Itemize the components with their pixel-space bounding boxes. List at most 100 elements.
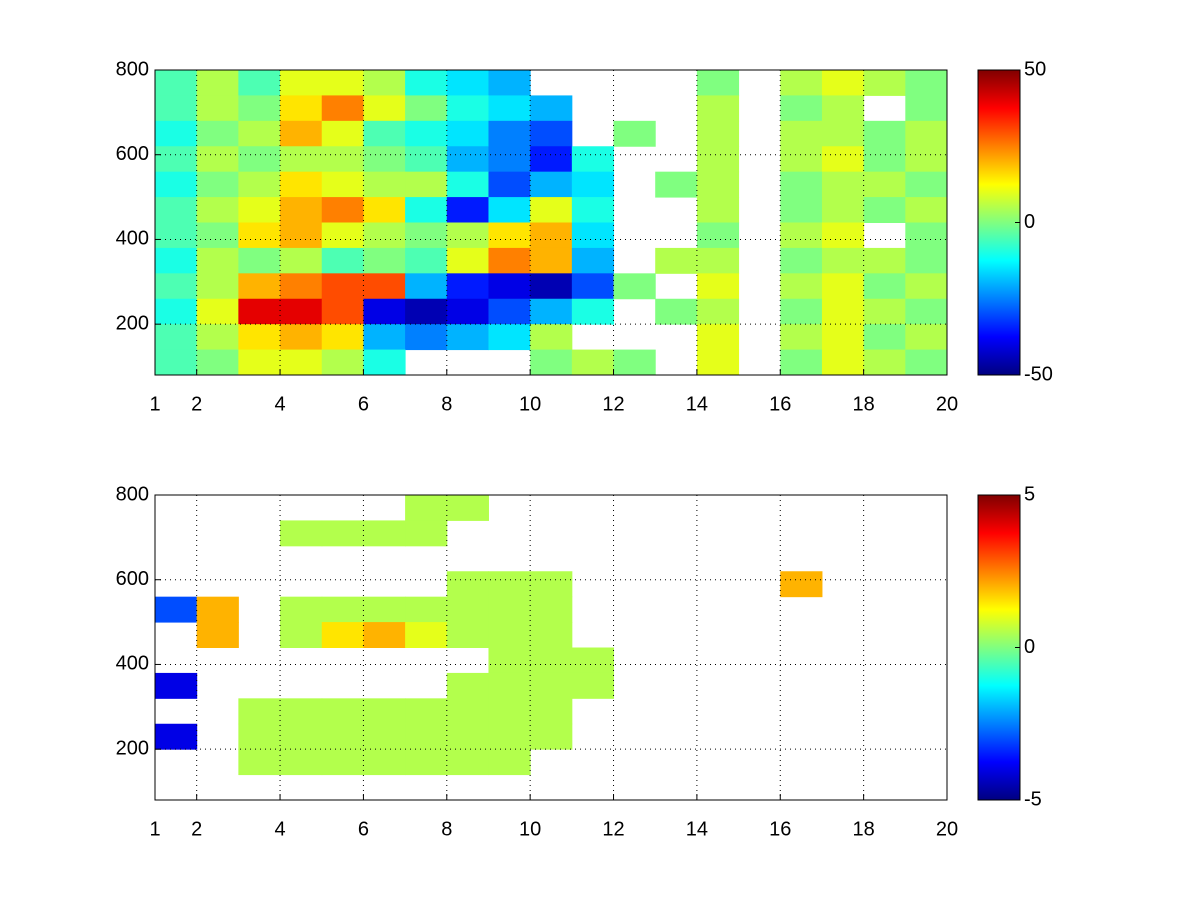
cell [863, 349, 906, 375]
cell [363, 171, 406, 198]
cell [321, 171, 364, 198]
cell [863, 70, 906, 96]
cell [238, 95, 281, 122]
cell [155, 723, 198, 750]
cell [488, 596, 531, 623]
cell [363, 95, 406, 122]
cell [155, 349, 198, 375]
cell [530, 95, 573, 122]
cell [280, 197, 323, 223]
x-tick-label: 12 [602, 393, 624, 415]
cell [821, 197, 865, 223]
x-tick-label: 6 [358, 393, 369, 415]
cell [405, 698, 448, 725]
cell [280, 520, 323, 547]
cell [446, 495, 489, 521]
cell [780, 197, 823, 223]
cell [405, 520, 448, 547]
cell [863, 298, 906, 325]
cell [905, 95, 947, 122]
cell [780, 120, 823, 147]
x-tick-label: 6 [358, 818, 369, 840]
cell [905, 324, 947, 351]
cell [530, 120, 573, 147]
cell [905, 171, 947, 198]
cell [446, 146, 489, 173]
x-tick-label: 20 [936, 393, 958, 415]
cell [488, 120, 531, 147]
cell [780, 273, 823, 300]
cell [446, 698, 489, 725]
cell [488, 222, 531, 249]
cell [196, 324, 239, 351]
cell [321, 247, 364, 274]
cell [488, 70, 531, 96]
cell [530, 672, 573, 699]
colorbar-tick-label: -50 [1024, 363, 1053, 385]
cell [821, 171, 865, 198]
y-tick-label: 200 [116, 312, 149, 334]
cell [821, 146, 865, 173]
cell [696, 95, 740, 122]
x-tick-label: 14 [686, 393, 708, 415]
cell [196, 298, 239, 325]
cell [446, 197, 489, 223]
cell [405, 120, 448, 147]
cell [155, 70, 198, 96]
cell [155, 222, 198, 249]
cell [446, 749, 489, 776]
cell [613, 349, 656, 375]
cell [196, 349, 239, 375]
cell [863, 273, 906, 300]
cell [696, 349, 740, 375]
cell [238, 273, 281, 300]
cell [238, 222, 281, 249]
cell [405, 273, 448, 300]
x-tick-label: 1 [149, 393, 160, 415]
cell [155, 120, 198, 147]
cell [363, 349, 406, 375]
cell [530, 622, 573, 648]
colorbar-tick-label: -5 [1024, 788, 1042, 810]
cell [321, 349, 364, 375]
cell [238, 70, 281, 96]
cell [280, 596, 323, 623]
y-tick-label: 400 [116, 228, 149, 250]
cell [696, 222, 740, 249]
cell [196, 120, 239, 147]
cell [446, 723, 489, 750]
cell [155, 197, 198, 223]
cell [238, 197, 281, 223]
cell [280, 698, 323, 725]
cell [905, 146, 947, 173]
cell [446, 596, 489, 623]
cell [530, 273, 573, 300]
cell [321, 197, 364, 223]
cell [238, 723, 281, 750]
cell [321, 120, 364, 147]
cell [321, 723, 364, 750]
cell [821, 349, 865, 375]
cell [196, 146, 239, 173]
cell [405, 222, 448, 249]
cell [530, 723, 573, 750]
cell [780, 247, 823, 274]
cell [363, 146, 406, 173]
y-tick-label: 600 [116, 568, 149, 590]
cell [488, 298, 531, 325]
cell [863, 171, 906, 198]
cell [238, 120, 281, 147]
cell [280, 95, 323, 122]
cell [363, 520, 406, 547]
cell [530, 647, 573, 674]
cell [446, 571, 489, 598]
cell [238, 171, 281, 198]
cell [530, 324, 573, 351]
cell [821, 298, 865, 325]
cell [696, 120, 740, 147]
cell [530, 222, 573, 249]
cell [780, 70, 823, 96]
cell [280, 171, 323, 198]
cell [863, 146, 906, 173]
cell [196, 171, 239, 198]
